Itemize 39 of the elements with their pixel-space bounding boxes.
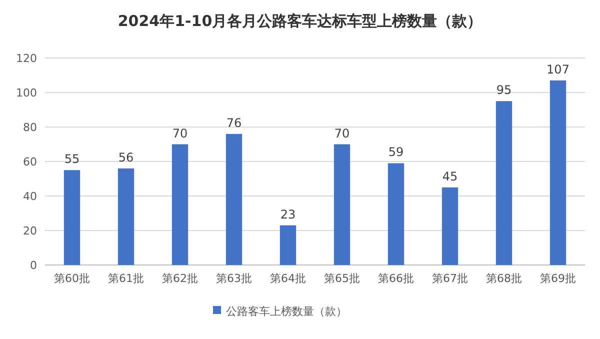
bar	[442, 187, 458, 265]
data-label: 45	[442, 169, 458, 184]
x-tick-label: 第63批	[216, 272, 252, 285]
x-tick-label: 第62批	[162, 272, 198, 285]
data-label: 23	[280, 207, 296, 222]
y-tick-label: 0	[30, 259, 37, 272]
chart-title: 2024年1-10月各月公路客车达标车型上榜数量（款）	[118, 12, 482, 30]
data-label: 76	[226, 116, 242, 130]
y-tick-label: 80	[23, 121, 37, 134]
x-tick-label: 第67批	[432, 272, 468, 285]
x-tick-label: 第66批	[378, 272, 414, 285]
legend-label: 公路客车上榜数量（款）	[226, 305, 347, 318]
bar	[550, 80, 566, 265]
data-label: 59	[388, 145, 404, 160]
x-tick-label: 第61批	[108, 272, 144, 285]
bar	[226, 134, 242, 265]
x-tick-label: 第65批	[324, 272, 360, 285]
bar	[334, 144, 350, 265]
bar	[280, 225, 296, 265]
y-tick-label: 120	[16, 52, 37, 65]
data-label: 55	[64, 152, 80, 166]
bar	[172, 144, 188, 265]
x-tick-label: 第68批	[486, 272, 522, 285]
x-tick-label: 第64批	[270, 272, 306, 285]
data-label: 70	[334, 126, 350, 140]
bar	[118, 168, 134, 265]
bar	[64, 170, 80, 265]
x-tick-label: 第60批	[54, 272, 90, 285]
data-label: 107	[546, 62, 570, 76]
bar	[496, 101, 512, 265]
bar	[388, 163, 404, 265]
y-tick-label: 60	[23, 156, 37, 168]
data-label: 95	[496, 83, 512, 98]
data-label: 56	[118, 150, 134, 164]
y-tick-label: 20	[23, 224, 37, 238]
y-tick-label: 40	[23, 190, 37, 203]
x-tick-label: 第69批	[540, 272, 576, 285]
y-tick-label: 100	[16, 86, 37, 100]
data-label: 70	[172, 126, 188, 140]
